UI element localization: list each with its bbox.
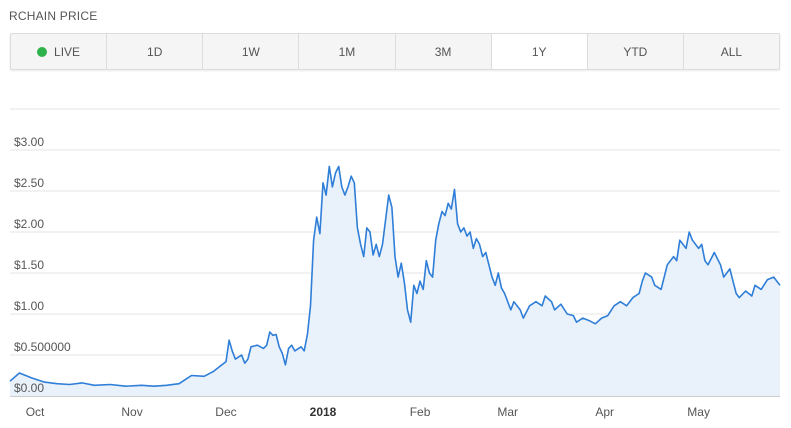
y-tick-label: $1.50 (14, 258, 44, 272)
x-tick-label: May (687, 405, 710, 419)
range-button-1d[interactable]: 1D (107, 34, 204, 69)
x-tick-label: Oct (26, 405, 45, 419)
range-button-1w[interactable]: 1W (203, 34, 300, 69)
y-tick-label: $0.00 (14, 381, 44, 395)
time-range-selector: LIVE 1D 1W 1M 3M 1Y YTD ALL (10, 33, 780, 70)
range-button-1y[interactable]: 1Y (491, 34, 588, 69)
range-button-live[interactable]: LIVE (11, 34, 108, 69)
y-tick-label: $1.00 (14, 299, 44, 313)
x-axis-ticks: Oct Nov Dec 2018 Feb Mar Apr May (26, 405, 710, 419)
chart-title: RCHAIN PRICE (9, 9, 98, 23)
y-tick-label: $3.00 (14, 135, 44, 149)
x-tick-label: Mar (497, 405, 518, 419)
y-tick-label: $2.00 (14, 217, 44, 231)
price-line (9, 165, 781, 387)
range-button-3m[interactable]: 3M (396, 34, 492, 69)
y-tick-label: $2.50 (14, 176, 44, 190)
x-tick-label: 2018 (310, 405, 337, 419)
y-axis-ticks: $0.00 $0.500000 $1.00 $1.50 $2.00 $2.50 $3.00 (14, 135, 71, 395)
live-status-icon (37, 46, 48, 57)
range-button-1m[interactable]: 1M (299, 34, 396, 69)
y-tick-label: $0.500000 (14, 340, 71, 354)
x-tick-label: Dec (215, 405, 236, 419)
price-area-fill (10, 166, 780, 396)
price-area (9, 165, 781, 396)
range-button-all[interactable]: ALL (720, 44, 743, 59)
x-tick-label: Feb (410, 405, 431, 419)
range-button-live-label: LIVE (54, 44, 81, 59)
x-tick-label: Apr (595, 405, 614, 419)
range-button-ytd[interactable]: YTD (588, 34, 684, 69)
x-tick-label: Nov (121, 405, 142, 419)
